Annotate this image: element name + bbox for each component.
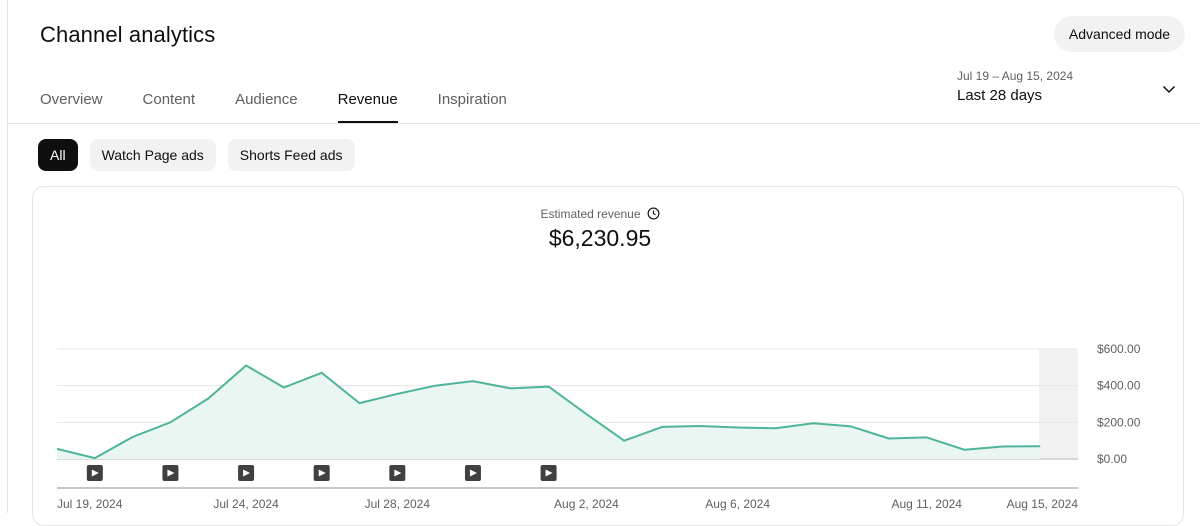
x-tick-label: Aug 15, 2024 [1007,497,1079,511]
y-tick-label: $200.00 [1097,415,1141,429]
chevron-down-icon [1162,85,1176,94]
tab-overview[interactable]: Overview [40,91,103,108]
video-marker-icon[interactable] [162,465,179,481]
video-marker-icon[interactable] [464,465,481,481]
date-range-text: Jul 19 – Aug 15, 2024 [957,69,1074,83]
x-tick-label: Aug 11, 2024 [891,497,962,511]
clock-icon[interactable] [647,207,660,220]
y-tick-label: $400.00 [1097,379,1141,393]
revenue-chart: $600.00$400.00$200.00$0.00 Jul 19, 2024 J… [56,342,1141,511]
date-range-picker[interactable]: Jul 19 – Aug 15, 2024 Last 28 days [957,67,1182,111]
x-tick-label: Aug 2, 2024 [554,497,619,511]
video-markers [86,465,557,481]
x-tick-label: Aug 6, 2024 [705,497,770,511]
header-divider [8,123,1200,124]
revenue-chart-card [32,186,1184,526]
tab-audience[interactable]: Audience [235,91,298,108]
video-marker-icon[interactable] [389,465,406,481]
date-range-preset: Last 28 days [957,87,1043,104]
page-title: Channel analytics [40,22,216,47]
revenue-area [57,365,1041,459]
revenue-line [56,364,1041,460]
metric-label: Estimated revenue [540,206,641,221]
left-frame-border [7,0,8,513]
metric-header: Estimated revenue [0,206,1200,221]
y-tick-label: $0.00 [1097,452,1127,466]
video-marker-icon[interactable] [313,465,330,481]
video-marker-icon[interactable] [238,465,255,481]
x-tick-label: Jul 19, 2024 [57,497,123,511]
x-tick-label: Jul 24, 2024 [213,497,279,511]
video-marker-icon[interactable] [86,465,103,481]
pending-data-region [1039,349,1078,459]
y-tick-label: $600.00 [1097,342,1141,356]
video-marker-icon[interactable] [540,465,557,481]
tab-revenue[interactable]: Revenue [337,76,398,124]
x-tick-label: Jul 28, 2024 [365,497,431,511]
tab-inspiration[interactable]: Inspiration [437,91,507,108]
metric-value: $6,230.95 [548,225,652,251]
filter-chip-all[interactable]: All [38,139,78,171]
analytics-tabs: Overview Content Audience Revenue Inspir… [40,76,547,124]
x-axis-labels: Jul 19, 2024 Jul 24, 2024 Jul 28, 2024 Aug … [57,497,1078,511]
filter-chip-shorts-feed-ads[interactable]: Shorts Feed ads [227,139,355,171]
filter-chip-watch-page-ads[interactable]: Watch Page ads [89,139,216,171]
y-axis-labels: $600.00 $400.00 $200.00 $0.00 [1097,342,1141,466]
advanced-mode-button[interactable]: Advanced mode [1054,16,1185,52]
revenue-filter-chips: All Watch Page ads Shorts Feed ads [38,139,367,171]
tab-content[interactable]: Content [142,91,196,108]
